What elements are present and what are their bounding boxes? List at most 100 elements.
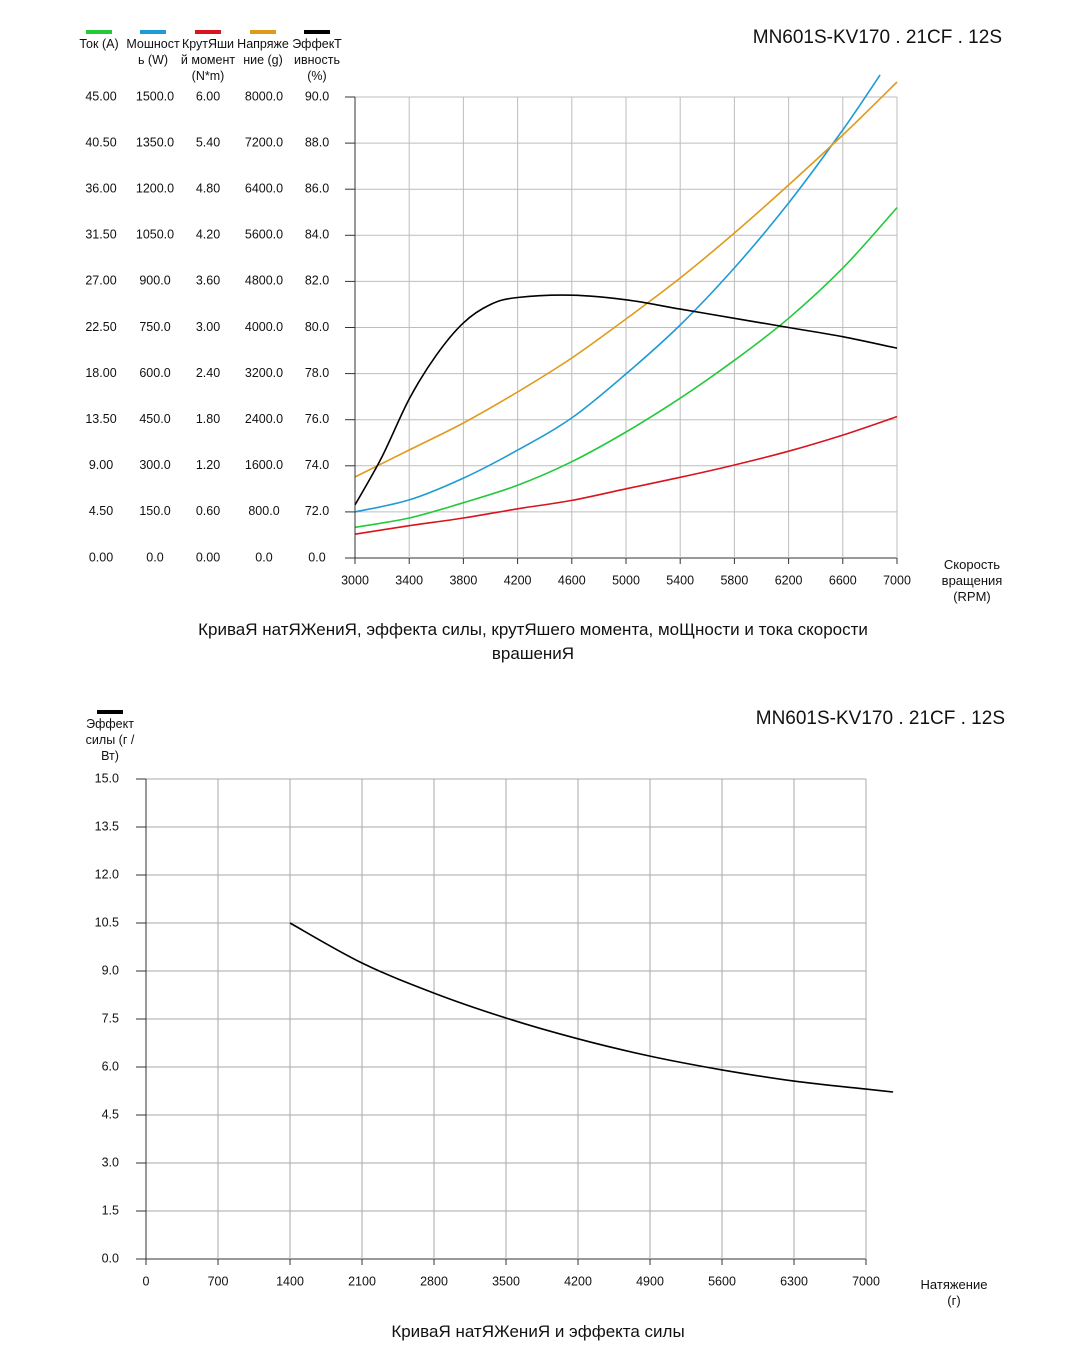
y-tick-label: 13.5 — [95, 819, 119, 833]
x-tick-label: 5400 — [666, 573, 694, 587]
y-tick-label: 1.5 — [102, 1203, 119, 1217]
chart-caption: КриваЯ натЯЖениЯ, эффекта силы, крутЯшег… — [198, 620, 868, 663]
y-tick-label: 1600.0 — [245, 458, 283, 472]
y-tick-label: 800.0 — [248, 504, 279, 518]
y-tick-label: 9.00 — [89, 458, 113, 472]
y-tick-label: 74.0 — [305, 458, 329, 472]
x-tick-label: 2100 — [348, 1274, 376, 1288]
y-tick-label: 0.0 — [308, 550, 325, 564]
chart-caption: КриваЯ натЯЖениЯ и эффекта силы — [391, 1322, 685, 1341]
y-tick-label: 72.0 — [305, 504, 329, 518]
y-tick-label: 45.00 — [85, 89, 116, 103]
y-tick-label: 13.50 — [85, 412, 116, 426]
legend-label: Ток (A) — [79, 37, 119, 51]
y-tick-label: 2.40 — [196, 366, 220, 380]
y-tick-label: 5600.0 — [245, 228, 283, 242]
y-tick-label: 36.00 — [85, 181, 116, 195]
y-tick-label: 3200.0 — [245, 366, 283, 380]
x-tick-label: 6600 — [829, 573, 857, 587]
y-tick-label: 3.60 — [196, 274, 220, 288]
y-tick-label: 4.50 — [89, 504, 113, 518]
y-tick-label: 27.00 — [85, 274, 116, 288]
y-tick-label: 0.00 — [196, 550, 220, 564]
legend-swatch — [97, 710, 123, 714]
y-tick-label: 9.0 — [102, 963, 119, 977]
y-tick-label: 22.50 — [85, 320, 116, 334]
chart-model: MN601S-KV170 . 21CF . 12S — [756, 708, 1005, 729]
x-tick-label: 3400 — [395, 573, 423, 587]
y-tick-label: 4.5 — [102, 1107, 119, 1121]
series-line — [354, 74, 881, 513]
legend-label: ЭффекТивность (%) — [292, 37, 342, 83]
x-tick-label: 5800 — [720, 573, 748, 587]
series-line — [354, 294, 898, 506]
y-tick-label: 31.50 — [85, 228, 116, 242]
y-tick-label: 18.00 — [85, 366, 116, 380]
y-tick-label: 84.0 — [305, 228, 329, 242]
x-tick-label: 6300 — [780, 1274, 808, 1288]
y-tick-label: 40.50 — [85, 135, 116, 149]
y-tick-label: 0.0 — [146, 550, 163, 564]
y-tick-label: 80.0 — [305, 320, 329, 334]
y-tick-label: 4800.0 — [245, 274, 283, 288]
legend-swatch — [140, 30, 166, 34]
y-tick-label: 90.0 — [305, 89, 329, 103]
x-tick-label: 4900 — [636, 1274, 664, 1288]
chart-model: MN601S-KV170 . 21CF . 12S — [753, 27, 1002, 48]
y-tick-label: 1500.0 — [136, 89, 174, 103]
y-tick-label: 150.0 — [139, 504, 170, 518]
x-tick-label: 1400 — [276, 1274, 304, 1288]
legend-label: КрутЯший момент (N*m) — [180, 37, 236, 83]
y-tick-label: 3.00 — [196, 320, 220, 334]
x-tick-label: 700 — [208, 1274, 229, 1288]
y-tick-label: 1350.0 — [136, 135, 174, 149]
y-tick-label: 4.20 — [196, 228, 220, 242]
x-tick-label: 5600 — [708, 1274, 736, 1288]
y-tick-label: 6.00 — [196, 89, 220, 103]
y-tick-label: 1.20 — [196, 458, 220, 472]
y-tick-label: 6.0 — [102, 1059, 119, 1073]
series-line — [289, 922, 894, 1093]
x-tick-label: 3800 — [449, 573, 477, 587]
y-tick-label: 300.0 — [139, 458, 170, 472]
series-line — [354, 415, 898, 535]
y-tick-label: 0.00 — [89, 550, 113, 564]
y-tick-label: 0.0 — [255, 550, 272, 564]
legend-swatch — [195, 30, 221, 34]
y-tick-label: 4.80 — [196, 181, 220, 195]
legend-label: Эффект силы (г / Вт) — [85, 717, 135, 763]
series-line — [354, 81, 898, 478]
y-tick-label: 82.0 — [305, 274, 329, 288]
x-axis-label: Скорость вращения (RPM) — [941, 557, 1003, 604]
y-tick-label: 10.5 — [95, 915, 119, 929]
x-axis-label: Натяжение (г) — [920, 1277, 988, 1308]
legend-label: Напряжение (g) — [237, 37, 289, 67]
legend-swatch — [86, 30, 112, 34]
y-tick-label: 900.0 — [139, 274, 170, 288]
y-tick-label: 2400.0 — [245, 412, 283, 426]
y-tick-label: 3.0 — [102, 1155, 119, 1169]
legend-swatch — [250, 30, 276, 34]
y-tick-label: 0.0 — [102, 1251, 119, 1265]
legend-label: Мошность (W) — [126, 37, 180, 67]
y-tick-label: 8000.0 — [245, 89, 283, 103]
y-tick-label: 600.0 — [139, 366, 170, 380]
y-tick-label: 1200.0 — [136, 181, 174, 195]
y-tick-label: 6400.0 — [245, 181, 283, 195]
y-tick-label: 0.60 — [196, 504, 220, 518]
x-tick-label: 2800 — [420, 1274, 448, 1288]
y-tick-label: 7200.0 — [245, 135, 283, 149]
x-tick-label: 3000 — [341, 573, 369, 587]
x-tick-label: 4600 — [558, 573, 586, 587]
x-tick-label: 4200 — [564, 1274, 592, 1288]
y-tick-label: 1.80 — [196, 412, 220, 426]
y-tick-label: 86.0 — [305, 181, 329, 195]
x-tick-label: 3500 — [492, 1274, 520, 1288]
x-tick-label: 7000 — [852, 1274, 880, 1288]
y-tick-label: 12.0 — [95, 867, 119, 881]
y-tick-label: 15.0 — [95, 771, 119, 785]
series-line — [354, 207, 898, 529]
y-tick-label: 450.0 — [139, 412, 170, 426]
